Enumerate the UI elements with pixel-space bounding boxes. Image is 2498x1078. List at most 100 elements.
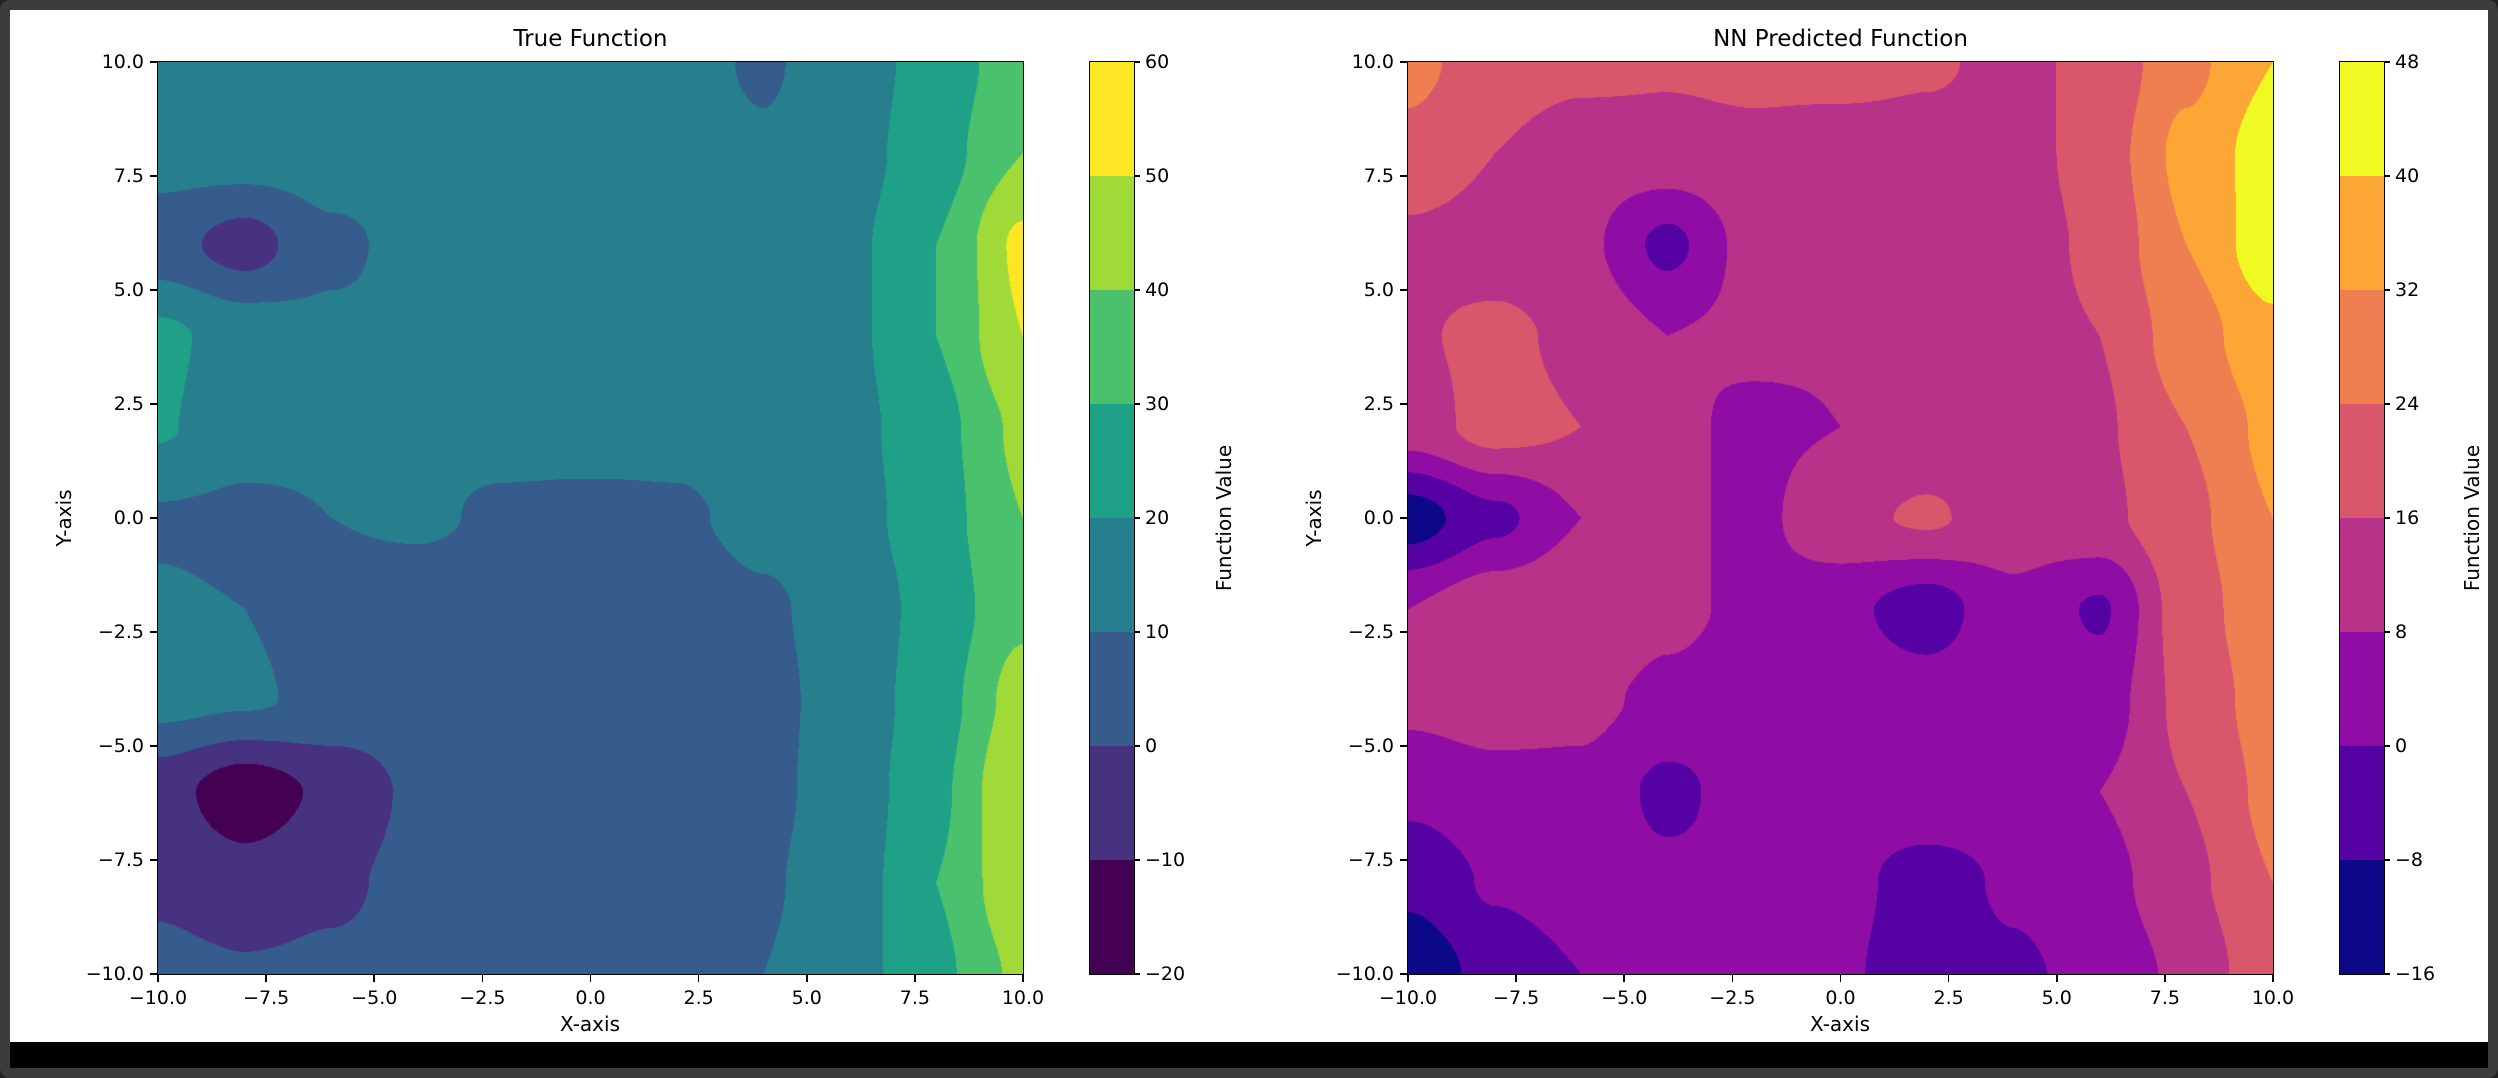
- x-tick-mark: [2055, 974, 2058, 982]
- x-axis-label-true: X-axis: [560, 1012, 620, 1036]
- colorbar-band: [2340, 860, 2384, 974]
- colorbar-tick-mark: [2384, 745, 2390, 747]
- colorbar-tick-mark: [2384, 289, 2390, 291]
- colorbar-band: [1090, 404, 1134, 518]
- colorbar-tick-label: −10: [1145, 849, 1186, 871]
- colorbar-band: [1090, 746, 1134, 860]
- colorbar-tick-mark: [2384, 175, 2390, 177]
- x-tick-mark: [157, 974, 159, 982]
- y-tick-label: −2.5: [1347, 621, 1394, 643]
- x-tick-mark: [1022, 974, 1024, 982]
- y-tick-label: −10.0: [85, 963, 144, 985]
- x-tick-label: −10.0: [128, 987, 188, 1009]
- x-tick-label: −7.5: [243, 987, 290, 1009]
- colorbar-tick-label: 16: [2395, 507, 2420, 529]
- y-tick-mark: [1400, 517, 1408, 519]
- y-tick-label: −7.5: [1347, 849, 1394, 871]
- y-tick-mark: [1400, 175, 1408, 177]
- colorbar-band: [1090, 518, 1134, 632]
- x-tick-mark: [373, 974, 376, 982]
- x-tick-label: 2.5: [683, 987, 714, 1009]
- x-tick-mark: [265, 974, 267, 982]
- y-tick-mark: [150, 289, 158, 291]
- x-tick-label: 7.5: [2149, 987, 2180, 1009]
- colorbar-tick-mark: [1134, 517, 1140, 519]
- colorbar-tick-mark: [1134, 859, 1140, 861]
- x-tick-label: −2.5: [459, 987, 506, 1009]
- y-tick-label: 5.0: [113, 279, 144, 301]
- x-tick-mark: [805, 974, 808, 982]
- contour-canvas-nn: [1408, 62, 2273, 974]
- x-tick-label: 0.0: [575, 987, 606, 1009]
- x-tick-mark: [2164, 974, 2166, 982]
- y-tick-mark: [150, 403, 158, 405]
- x-tick-mark: [1407, 974, 1409, 982]
- colorbar-band: [2340, 62, 2384, 176]
- y-tick-label: 5.0: [1363, 279, 1394, 301]
- x-tick-label: 2.5: [1933, 987, 1964, 1009]
- y-tick-label: −5.0: [97, 735, 144, 757]
- colorbar-band: [1090, 62, 1134, 176]
- colorbar-band: [2340, 632, 2384, 746]
- colorbar-band: [2340, 746, 2384, 860]
- y-tick-label: 0.0: [113, 507, 144, 529]
- y-tick-label: −2.5: [97, 621, 144, 643]
- colorbar-tick-mark: [1134, 403, 1140, 405]
- colorbar-tick-mark: [1134, 61, 1140, 63]
- contour-plot-true-function: [157, 61, 1024, 975]
- colorbar-tick-mark: [2384, 517, 2390, 519]
- colorbar-tick-mark: [2384, 859, 2390, 861]
- colorbar-tick-mark: [1134, 973, 1140, 975]
- colorbar-tick-label: 8: [2395, 621, 2408, 643]
- colorbar-label-true: Function Value: [1212, 444, 1236, 592]
- colorbar-band: [2340, 290, 2384, 404]
- colorbar-tick-label: 40: [2395, 165, 2420, 187]
- x-tick-mark: [2272, 974, 2274, 982]
- y-tick-mark: [150, 859, 158, 861]
- colorbar-tick-mark: [2384, 631, 2390, 633]
- colorbar-tick-label: 24: [2395, 393, 2420, 415]
- colorbar-tick-mark: [2384, 61, 2390, 63]
- y-tick-mark: [150, 61, 158, 63]
- y-tick-mark: [150, 631, 158, 633]
- colorbar-tick-label: −20: [1145, 963, 1186, 985]
- x-tick-label: 10.0: [2251, 987, 2295, 1009]
- colorbar-tick-label: 40: [1145, 279, 1170, 301]
- x-tick-mark: [1515, 974, 1517, 982]
- colorbar-tick-label: −16: [2395, 963, 2436, 985]
- x-tick-label: 5.0: [2041, 987, 2072, 1009]
- x-tick-mark: [1623, 974, 1626, 982]
- y-tick-label: 2.5: [113, 393, 144, 415]
- colorbar-tick-mark: [2384, 403, 2390, 405]
- y-tick-label: 10.0: [1351, 51, 1394, 73]
- colorbar-band: [2340, 518, 2384, 632]
- x-tick-mark: [1731, 974, 1734, 982]
- x-tick-label: 5.0: [791, 987, 822, 1009]
- x-tick-label: −2.5: [1709, 987, 1756, 1009]
- y-tick-mark: [1400, 289, 1408, 291]
- colorbar-nn-predicted: [2339, 61, 2385, 975]
- y-tick-mark: [1400, 973, 1408, 975]
- contour-canvas-true: [158, 62, 1023, 974]
- colorbar-tick-mark: [1134, 631, 1140, 633]
- x-tick-label: −10.0: [1378, 987, 1438, 1009]
- x-tick-label: 0.0: [1825, 987, 1856, 1009]
- colorbar-tick-label: 0: [2395, 735, 2408, 757]
- colorbar-tick-label: −8: [2395, 849, 2424, 871]
- y-tick-label: 2.5: [1363, 393, 1394, 415]
- y-tick-label: −7.5: [97, 849, 144, 871]
- x-tick-label: 7.5: [899, 987, 930, 1009]
- x-tick-mark: [481, 974, 484, 982]
- colorbar-tick-label: 20: [1145, 507, 1170, 529]
- colorbar-tick-label: 30: [1145, 393, 1170, 415]
- colorbar-tick-label: 48: [2395, 51, 2420, 73]
- y-tick-mark: [150, 175, 158, 177]
- plot-title-true-function: True Function: [513, 26, 668, 52]
- colorbar-tick-label: 32: [2395, 279, 2420, 301]
- colorbar-band: [1090, 860, 1134, 974]
- x-tick-mark: [1839, 974, 1842, 982]
- colorbar-tick-mark: [2384, 973, 2390, 975]
- colorbar-tick-mark: [1134, 289, 1140, 291]
- x-tick-label: 10.0: [1001, 987, 1045, 1009]
